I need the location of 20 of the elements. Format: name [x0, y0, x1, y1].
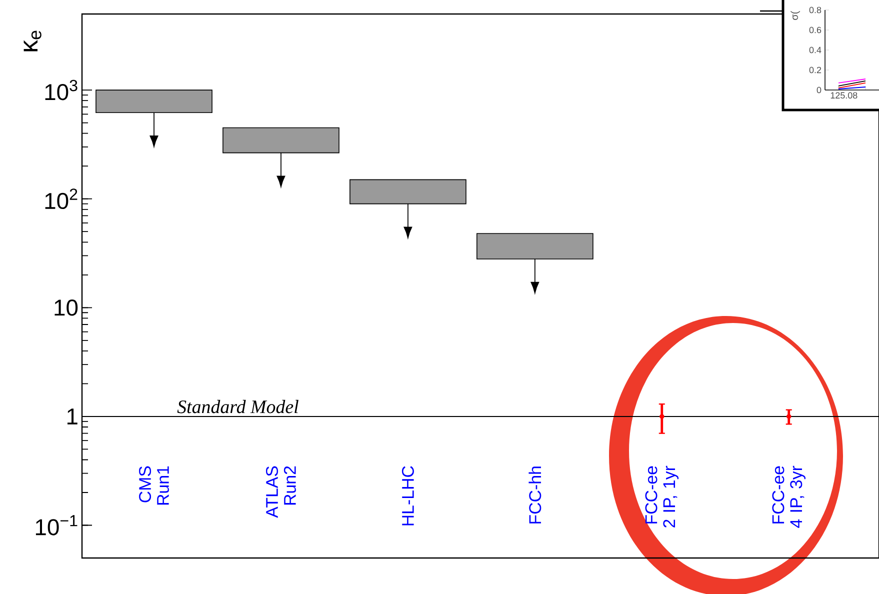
y-tick-label: 0.6 — [809, 26, 822, 34]
y-tick-label: 10$^{3}$ — [45, 80, 78, 100]
x-tick-label: CMS Run1 — [139, 466, 169, 505]
ref-line-label: Standard Model — [177, 400, 298, 414]
x-tick-label: FCC-ee 2 IP, 1yr — [645, 466, 679, 528]
x-tick-label: FCC-hh — [528, 466, 542, 524]
y-tick-label: 0.8 — [809, 6, 822, 14]
x-tick-label: ATLAS Run2 — [266, 466, 296, 518]
y-axis-title: κ$_{e}$ — [24, 30, 42, 52]
annotation: 125.08 — [830, 92, 858, 99]
y-axis-title: σ( — [790, 10, 800, 20]
x-tick-label: FCC-ee 4 IP, 3yr — [772, 466, 806, 528]
y-tick-label: 10$^{2}$ — [45, 188, 78, 210]
y-tick-label: 10 — [54, 300, 78, 316]
x-tick-label: HL-LHC — [402, 466, 414, 526]
y-tick-label: 1 — [67, 408, 78, 424]
y-tick-label: 0.4 — [809, 46, 822, 54]
y-tick-label: 0 — [816, 86, 822, 94]
y-tick-label: 10$^{−1}$ — [36, 515, 78, 536]
y-tick-label: 0.2 — [809, 66, 822, 74]
